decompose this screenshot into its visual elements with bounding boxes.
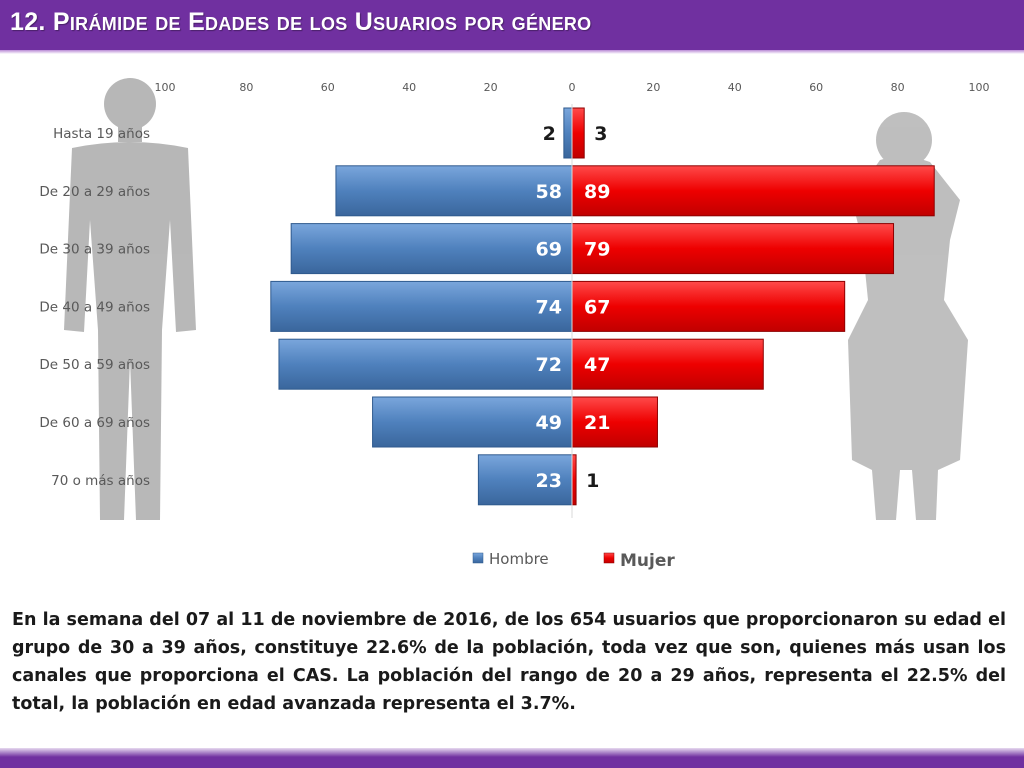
mujer-bars: [571, 107, 935, 506]
hombre-value-label: 49: [536, 412, 562, 434]
x-tick-label: 40: [402, 81, 416, 94]
legend-hombre-label: Hombre: [489, 550, 549, 568]
legend-mujer-label: Mujer: [620, 551, 675, 571]
mujer-value-label: 21: [584, 412, 610, 434]
x-tick-label: 40: [728, 81, 742, 94]
hombre-value-label: 2: [543, 123, 556, 145]
hombre-bar: [290, 223, 573, 275]
x-tick-label: 100: [155, 81, 176, 94]
x-tick-label: 100: [969, 81, 990, 94]
x-axis-ticks: 100 80 60 40 20 0 20 40 60 80 100: [155, 81, 990, 94]
x-tick-label: 80: [891, 81, 905, 94]
x-tick-label: 20: [484, 81, 498, 94]
x-tick-label: 60: [809, 81, 823, 94]
slide-title: 12. Pirámide de Edades de los Usuarios p…: [10, 8, 592, 36]
x-tick-label: 60: [321, 81, 335, 94]
title-underline: [0, 50, 1024, 54]
population-pyramid-chart: 100 80 60 40 20 0 20 40 60 80 100 Hasta 19 años De …: [39, 78, 990, 571]
mujer-value-label: 3: [594, 123, 607, 145]
hombre-value-label: 58: [536, 181, 562, 203]
mujer-bar: [571, 454, 577, 506]
category-labels: Hasta 19 años De 20 a 29 años De 30 a 39 a…: [39, 126, 150, 489]
mujer-value-label: 67: [584, 296, 610, 318]
mujer-value-label: 79: [584, 239, 610, 261]
x-tick-label: 0: [569, 81, 576, 94]
hombre-bar: [563, 107, 573, 159]
hombre-value-label: 69: [536, 239, 562, 261]
category-label: De 30 a 39 años: [39, 242, 150, 258]
category-label: Hasta 19 años: [53, 126, 150, 142]
hombre-bar: [270, 280, 573, 332]
x-tick-label: 20: [646, 81, 660, 94]
x-tick-label: 80: [239, 81, 253, 94]
mujer-bar: [571, 107, 585, 159]
mujer-value-label: 1: [586, 470, 599, 492]
category-label: 70 o más años: [51, 473, 150, 489]
mujer-value-label: 89: [584, 181, 610, 203]
description-paragraph: En la semana del 07 al 11 de noviembre d…: [12, 610, 1006, 714]
mujer-bar: [571, 396, 658, 448]
hombre-bar: [278, 338, 573, 390]
legend-hombre-swatch: [472, 552, 484, 564]
mujer-value-label: 47: [584, 354, 610, 376]
hombre-bars: [270, 107, 573, 506]
mujer-bar: [571, 280, 846, 332]
mujer-bar: [571, 165, 935, 217]
hombre-bar: [477, 454, 573, 506]
mujer-bar: [571, 223, 895, 275]
hombre-bar: [372, 396, 573, 448]
category-label: De 40 a 49 años: [39, 299, 150, 315]
hombre-value-label: 74: [536, 296, 562, 318]
mujer-bar: [571, 338, 764, 390]
title-bar: 12. Pirámide de Edades de los Usuarios p…: [0, 0, 1024, 50]
category-label: De 50 a 59 años: [39, 357, 150, 373]
man-silhouette-icon: [64, 78, 196, 520]
category-label: De 20 a 29 años: [39, 184, 150, 200]
legend-mujer-swatch: [603, 552, 615, 564]
hombre-value-label: 23: [536, 470, 562, 492]
hombre-value-label: 72: [536, 354, 562, 376]
category-label: De 60 a 69 años: [39, 415, 150, 431]
legend: Hombre Mujer: [472, 550, 675, 571]
bottom-bar: [0, 748, 1024, 768]
